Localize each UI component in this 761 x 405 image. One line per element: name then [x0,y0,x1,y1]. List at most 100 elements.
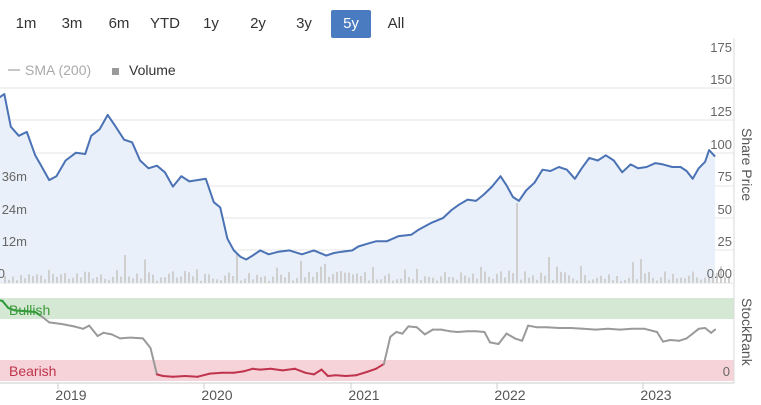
volume-bar [344,272,346,283]
stockrank-segment [155,373,164,377]
volume-bar [312,276,314,283]
volume-bar [300,261,302,283]
volume-bar [68,278,70,283]
volume-bar [128,276,130,283]
volume-bar [596,277,598,283]
stockrank-segment [251,367,262,371]
stockrank-segment [656,331,664,343]
stockrank-segment [334,374,347,377]
volume-bar [628,277,630,283]
stockrank-segment [569,327,585,330]
x-axis-ticks [57,383,644,389]
stockrank-segment [326,374,337,377]
volume-bar [172,271,174,283]
volume-legend-square [112,68,119,75]
stockrank-segment [662,339,672,343]
volume-bar [660,277,662,283]
volume-bar [200,280,202,283]
stockrank-segment [643,327,658,333]
range-button-ytd[interactable]: YTD [150,15,180,32]
stockrank-segment [48,321,63,325]
volume-bar [32,276,34,283]
x-tick-label: 2020 [201,387,232,403]
stockrank-segment [304,371,315,376]
volume-bar [392,280,394,283]
volume-bar [664,271,666,283]
volume-bar [484,271,486,283]
price-tick-label: 175 [710,40,732,55]
range-button-5y[interactable]: 5y [331,10,371,38]
volume-bar [164,277,166,283]
stockrank-segment [448,330,459,333]
volume-bar [16,280,18,283]
volume-bar [104,278,106,283]
stockrank-segment [13,309,28,313]
stockrank-segment [489,341,500,345]
range-button-all[interactable]: All [387,15,405,32]
price-series [0,93,716,261]
volume-bar [520,279,522,283]
volume-bar [548,257,550,283]
volume-axis: 36m 24m 12m 0 [0,169,27,281]
volume-bar [492,278,494,283]
volume-bar [580,266,582,283]
volume-bar [576,280,578,283]
range-button-2y[interactable]: 2y [250,15,266,32]
range-button-3m[interactable]: 3m [61,15,83,32]
volume-bar [516,203,518,283]
volume-bar [552,280,554,283]
range-button-1y[interactable]: 1y [203,15,219,32]
volume-bar [188,272,190,283]
price-tick-label: 50 [718,202,732,217]
volume-bar [252,279,254,283]
stockrank-segment [25,310,37,313]
volume-bar [40,275,42,283]
stockrank-segment [440,328,451,333]
volume-bar [632,262,634,283]
volume-bar [328,276,330,283]
x-tick-label: 2019 [55,387,86,403]
price-tick-label: 75 [718,169,732,184]
stockrank-segment [196,372,211,378]
stockrank-segment [355,371,368,377]
range-button-3y[interactable]: 3y [296,15,312,32]
sma-legend-label: SMA (200) [25,62,91,78]
stockrank-segment [669,339,680,342]
volume-bar [24,278,26,283]
volume-bar [524,271,526,283]
stockrank-segment [582,327,597,331]
volume-bar [212,278,214,283]
price-axis: 175 150 125 100 75 50 25 0.00 [707,40,732,281]
volume-bar [396,279,398,283]
volume-tick-label: 12m [2,234,27,249]
stockrank-segment [365,367,377,373]
stockrank-segment [505,332,516,340]
volume-bar [224,275,226,283]
range-button-6m[interactable]: 6m [108,15,130,32]
volume-bar [96,277,98,283]
volume-bar [372,267,374,283]
stockrank-series [0,299,717,378]
stockrank-segment [678,337,688,342]
volume-bar [316,272,318,283]
stockrank-segment [685,332,694,340]
volume-bar [4,276,6,283]
volume-bar [100,274,102,283]
volume-bar [696,277,698,283]
volume-bar [192,276,194,283]
stockrank-segment [320,368,329,377]
x-tick-label: 2023 [640,387,671,403]
volume-bar [592,279,594,283]
volume-bar [140,278,142,283]
range-button-1m[interactable]: 1m [15,15,37,32]
volume-bar [508,270,510,283]
stockrank-segment [606,327,622,331]
volume-bar [44,279,46,283]
volume-bar [296,278,298,283]
volume-bar [608,274,610,283]
stockrank-segment [110,333,122,340]
volume-tick-label: 0 [0,266,5,281]
stockrank-segment [96,331,105,337]
volume-bar [556,266,558,283]
volume-bar [644,273,646,283]
